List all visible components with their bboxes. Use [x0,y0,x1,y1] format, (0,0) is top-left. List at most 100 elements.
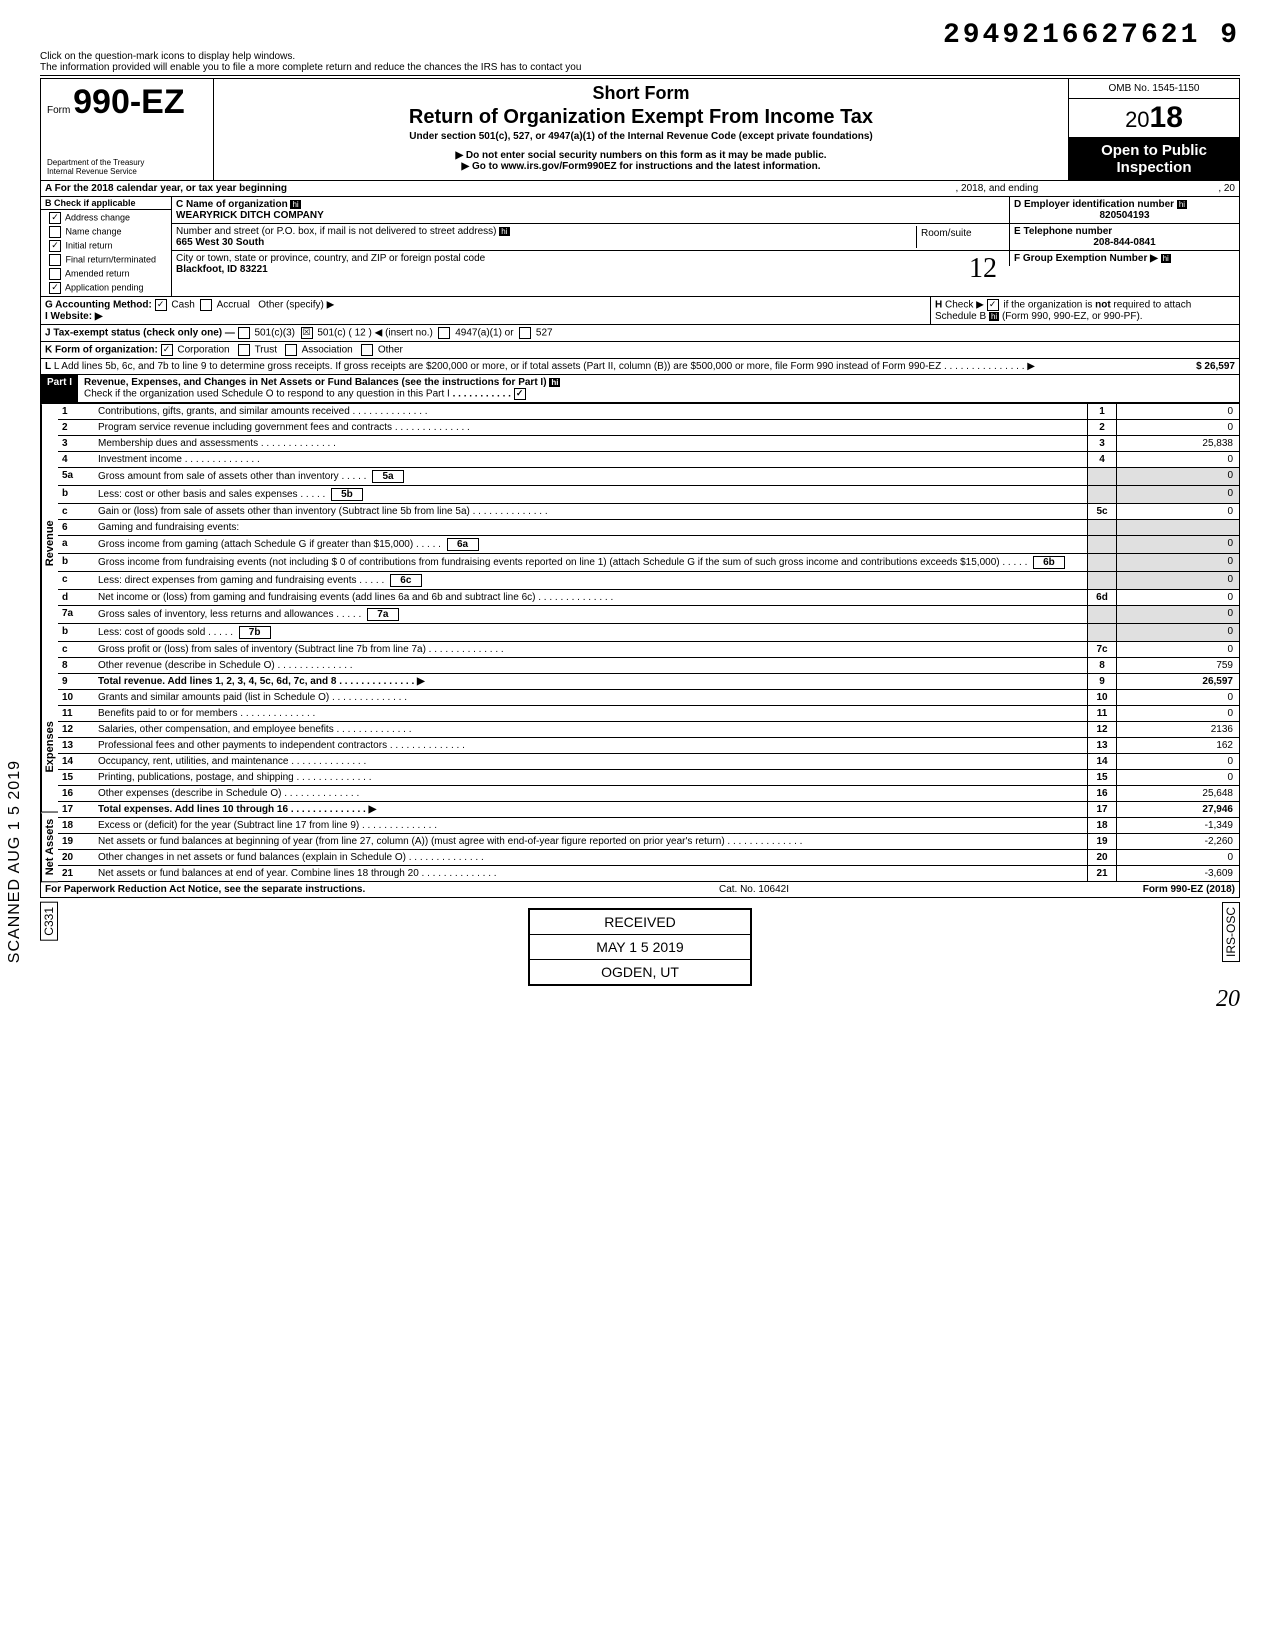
form-line: 19Net assets or fund balances at beginni… [58,834,1239,850]
main-table: Revenue Expenses Net Assets 1Contributio… [41,403,1239,882]
part1-check-cb[interactable]: ✓ [514,388,526,400]
j-4947-cb[interactable] [438,327,450,339]
form-line: 9Total revenue. Add lines 1, 2, 3, 4, 5c… [58,674,1239,690]
b-checkbox[interactable]: ✓ [49,212,61,224]
ein-value: 820504193 [1014,210,1235,221]
line-a-end: , 20 [1218,183,1235,194]
b-check-item: Final return/terminated [45,253,167,267]
line-l: L L Add lines 5b, 6c, and 7b to line 9 t… [41,358,1239,374]
footer-right: Form 990-EZ (2018) [1143,884,1235,895]
form-line: 15Printing, publications, postage, and s… [58,770,1239,786]
scanned-stamp: SCANNED AUG 1 5 2019 [6,760,24,963]
part1-header: Part I Revenue, Expenses, and Changes in… [41,374,1239,403]
form-line: aGross income from gaming (attach Schedu… [58,536,1239,554]
info-row: B Check if applicable ✓ Address change N… [41,197,1239,296]
b-check-item: ✓ Application pending [45,281,167,295]
k-trust: Trust [255,345,277,356]
received-date: MAY 1 5 2019 [530,935,750,960]
b-check-item: Amended return [45,267,167,281]
b-checkbox[interactable]: ✓ [49,240,61,252]
form-line: 13Professional fees and other payments t… [58,738,1239,754]
form-line: 8Other revenue (describe in Schedule O) … [58,658,1239,674]
form-line: 6Gaming and fundraising events: [58,520,1239,536]
form-line: bGross income from fundraising events (n… [58,554,1239,572]
g-label: G Accounting Method: [45,300,152,311]
b-check-item: Name change [45,225,167,239]
b-checkbox[interactable] [49,226,61,238]
j-4947: 4947(a)(1) or [455,328,513,339]
note-ssn: ▶ Do not enter social security numbers o… [222,150,1060,161]
form-line: 2Program service revenue including gover… [58,420,1239,436]
e-label: E Telephone number [1014,226,1112,237]
b-label: B Check if applicable [41,197,171,210]
side-expenses: Expenses [41,683,58,813]
form-line: 4Investment income . . . . . . . . . . .… [58,452,1239,468]
form-line: 5aGross amount from sale of assets other… [58,468,1239,486]
form-line: 11Benefits paid to or for members . . . … [58,706,1239,722]
l-value: 26,597 [1204,361,1235,372]
form-line: 3Membership dues and assessments . . . .… [58,436,1239,452]
irs-osc-stamp: IRS-OSC [1222,902,1240,962]
form-title: Return of Organization Exempt From Incom… [222,106,1060,129]
accrual-checkbox[interactable] [200,299,212,311]
j-501c-cb[interactable]: ☒ [301,327,313,339]
b-checkbox[interactable] [49,254,61,266]
k-other: Other [378,345,403,356]
header-left: Form 990-EZ Department of the Treasury I… [41,79,214,180]
accrual-label: Accrual [217,300,250,311]
j-527-cb[interactable] [519,327,531,339]
k-corp: Corporation [177,345,229,356]
received-stamp: RECEIVED MAY 1 5 2019 OGDEN, UT [528,908,752,986]
section-b: B Check if applicable ✓ Address change N… [41,197,172,296]
form-line: 12Salaries, other compensation, and empl… [58,722,1239,738]
form-number: 990-EZ [73,83,185,121]
form-line: 14Occupancy, rent, utilities, and mainte… [58,754,1239,770]
form-line: 1Contributions, gifts, grants, and simil… [58,404,1239,420]
form-line: 10Grants and similar amounts paid (list … [58,690,1239,706]
header-right: OMB No. 1545-1150 2018 Open to Public In… [1069,79,1239,180]
section-c: C Name of organization hiWEARYRICK DITCH… [172,197,1009,296]
h-checkbox[interactable]: ✓ [987,299,999,311]
org-name: WEARYRICK DITCH COMPANY [176,210,324,221]
addr-value: 665 West 30 South [176,237,264,248]
part1-title: Revenue, Expenses, and Changes in Net As… [84,377,547,388]
j-501c: 501(c) ( 12 ) ◀ (insert no.) [317,328,433,339]
handwritten-number: 20 [40,986,1240,1013]
city-label: City or town, state or province, country… [176,253,485,264]
form-footer: For Paperwork Reduction Act Notice, see … [41,882,1239,897]
footer-mid: Cat. No. 10642I [719,884,789,895]
b-checkbox[interactable]: ✓ [49,282,61,294]
k-corp-cb[interactable]: ✓ [161,344,173,356]
form-line: 20Other changes in net assets or fund ba… [58,850,1239,866]
line-a: A For the 2018 calendar year, or tax yea… [41,181,1239,197]
form-header: Form 990-EZ Department of the Treasury I… [41,79,1239,181]
b-checkbox[interactable] [49,268,61,280]
form-line: dNet income or (loss) from gaming and fu… [58,590,1239,606]
b-check-item: ✓ Address change [45,211,167,225]
received-loc: OGDEN, UT [530,960,750,984]
form-line: 17Total expenses. Add lines 10 through 1… [58,802,1239,818]
header-mid: Short Form Return of Organization Exempt… [214,79,1069,180]
line-j: J Tax-exempt status (check only one) — 5… [41,324,1239,341]
d-label: D Employer identification number [1014,199,1174,210]
k-trust-cb[interactable] [238,344,250,356]
j-527: 527 [536,328,553,339]
dept-label: Department of the Treasury Internal Reve… [47,158,207,176]
k-other-cb[interactable] [361,344,373,356]
form-line: 7aGross sales of inventory, less returns… [58,606,1239,624]
addr-label: Number and street (or P.O. box, if mail … [176,226,497,237]
form-line: cLess: direct expenses from gaming and f… [58,572,1239,590]
note-url: ▶ Go to www.irs.gov/Form990EZ for instru… [222,161,1060,172]
phone-value: 208-844-0841 [1014,237,1235,248]
j-501c3-cb[interactable] [238,327,250,339]
line-a-mid: , 2018, and ending [955,183,1038,194]
year-prefix: 20 [1125,107,1149,132]
line-k: K Form of organization: ✓ Corporation Tr… [41,341,1239,358]
omb-number: OMB No. 1545-1150 [1069,79,1239,99]
line-a-start: A For the 2018 calendar year, or tax yea… [45,183,287,194]
form-line: cGain or (loss) from sale of assets othe… [58,504,1239,520]
form-line: 16Other expenses (describe in Schedule O… [58,786,1239,802]
k-assoc-cb[interactable] [285,344,297,356]
cash-checkbox[interactable]: ✓ [155,299,167,311]
year-bold: 18 [1150,101,1183,134]
